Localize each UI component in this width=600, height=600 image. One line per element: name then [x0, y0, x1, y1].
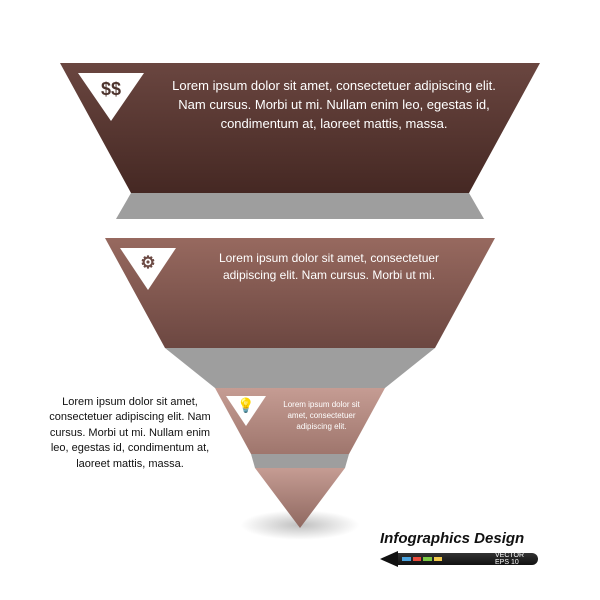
tip-shape: [0, 468, 600, 530]
funnel-tier-1: $$ Lorem ipsum dolor sit amet, consectet…: [0, 63, 600, 219]
funnel-tier-2: ⚙ Lorem ipsum dolor sit amet, consectetu…: [0, 238, 600, 388]
dollar-icon: $$: [78, 79, 144, 100]
tier1-icon-wrap: $$: [78, 73, 144, 121]
badge-bottom: EPS 10: [495, 559, 519, 566]
side-paragraph: Lorem ipsum dolor sit amet, consectetuer…: [40, 395, 220, 472]
pencil-badge: VECTOR EPS 10: [380, 551, 550, 567]
tier3-icon-wrap: 💡: [226, 396, 266, 426]
tier2-icon-wrap: ⚙: [120, 248, 176, 290]
footer: Infographics Design VECTOR EPS 10: [380, 530, 590, 567]
pencil-tip-icon: [380, 551, 398, 567]
funnel-tip: [0, 468, 600, 530]
stage: $$ Lorem ipsum dolor sit amet, consectet…: [0, 0, 600, 600]
badge-top: VECTOR: [495, 552, 524, 559]
pencil-stripes: [402, 557, 442, 561]
tier1-text: Lorem ipsum dolor sit amet, consectetuer…: [164, 77, 504, 134]
gear-icon: ⚙: [120, 253, 176, 273]
pencil-label: VECTOR EPS 10: [495, 552, 524, 566]
tier3-text: Lorem ipsum dolor sit amet, consectetuer…: [274, 400, 369, 432]
tier2-text: Lorem ipsum dolor sit amet, consectetuer…: [194, 250, 464, 285]
footer-title: Infographics Design: [380, 530, 590, 547]
bulb-icon: 💡: [226, 397, 266, 414]
